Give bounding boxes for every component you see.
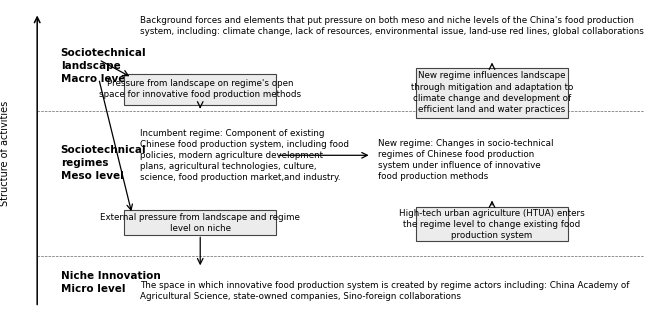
FancyBboxPatch shape	[124, 210, 276, 235]
Text: New regime: Changes in socio-technical
regimes of Chinese food production
system: New regime: Changes in socio-technical r…	[378, 139, 553, 181]
Text: The space in which innovative food production system is created by regime actors: The space in which innovative food produ…	[140, 281, 629, 301]
Text: Pressure from landscape on regime's open
space for innovative food production me: Pressure from landscape on regime's open…	[99, 79, 301, 100]
Text: Incumbent regime: Component of existing
Chinese food production system, includin: Incumbent regime: Component of existing …	[140, 129, 349, 182]
FancyBboxPatch shape	[124, 74, 276, 105]
FancyBboxPatch shape	[416, 68, 568, 117]
Text: New regime influences landscape
through mitigation and adaptation to
climate cha: New regime influences landscape through …	[411, 71, 573, 114]
Text: Sociotechnical
landscape
Macro level: Sociotechnical landscape Macro level	[61, 48, 146, 84]
Text: Structure of activities: Structure of activities	[0, 101, 10, 206]
Text: Niche Innovation
Micro level: Niche Innovation Micro level	[61, 271, 160, 294]
Text: High-tech urban agriculture (HTUA) enters
the regime level to change existing fo: High-tech urban agriculture (HTUA) enter…	[399, 209, 585, 240]
Text: External pressure from landscape and regime
level on niche: External pressure from landscape and reg…	[100, 213, 300, 233]
Text: Background forces and elements that put pressure on both meso and niche levels o: Background forces and elements that put …	[140, 16, 644, 36]
FancyBboxPatch shape	[416, 207, 568, 241]
Text: Sociotechnical
regimes
Meso level: Sociotechnical regimes Meso level	[61, 145, 146, 181]
